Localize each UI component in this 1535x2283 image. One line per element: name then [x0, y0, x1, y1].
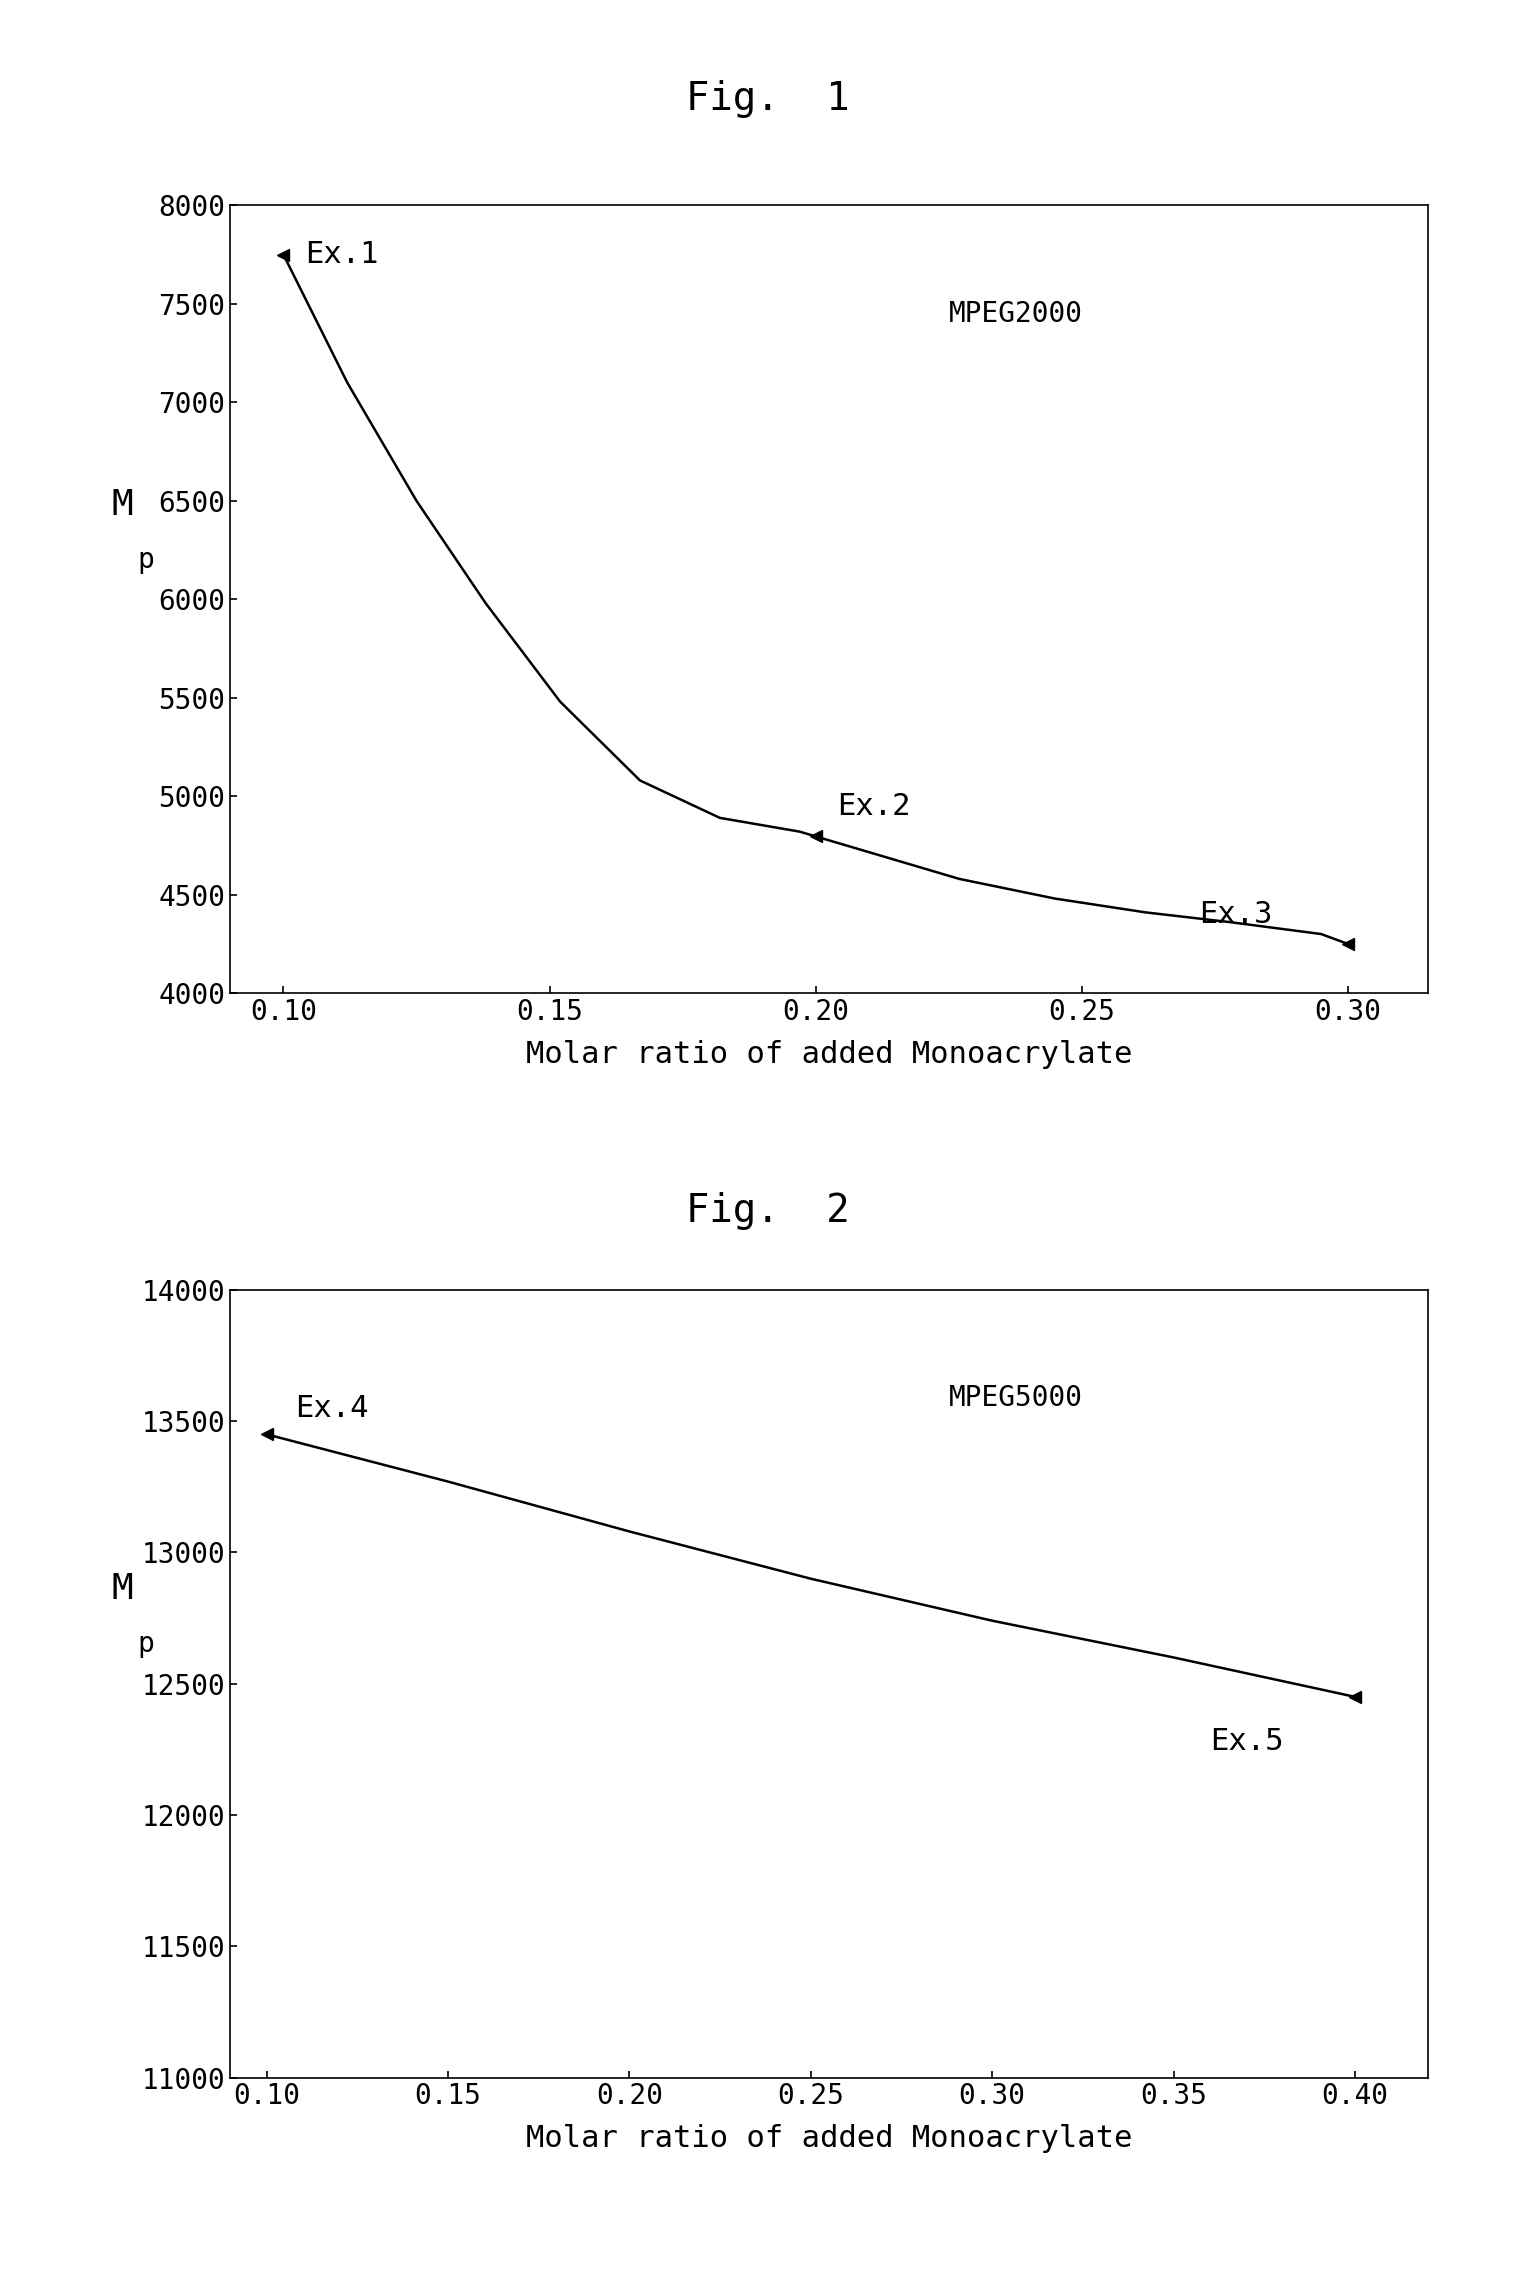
Text: MPEG5000: MPEG5000	[949, 1383, 1082, 1413]
X-axis label: Molar ratio of added Monoacrylate: Molar ratio of added Monoacrylate	[525, 2123, 1133, 2153]
Text: Ex.2: Ex.2	[837, 792, 910, 820]
Text: Fig.  2: Fig. 2	[686, 1192, 849, 1231]
Text: p: p	[138, 546, 154, 573]
Text: MPEG2000: MPEG2000	[949, 299, 1082, 329]
Text: Ex.3: Ex.3	[1199, 900, 1273, 929]
Text: Fig.  1: Fig. 1	[686, 80, 849, 119]
Text: Ex.4: Ex.4	[296, 1393, 368, 1422]
Text: Ex.1: Ex.1	[305, 240, 378, 269]
Text: M: M	[112, 1573, 134, 1607]
Text: Ex.5: Ex.5	[1210, 1726, 1283, 1756]
Text: p: p	[138, 1630, 154, 1657]
X-axis label: Molar ratio of added Monoacrylate: Molar ratio of added Monoacrylate	[525, 1039, 1133, 1068]
Text: M: M	[112, 489, 134, 523]
